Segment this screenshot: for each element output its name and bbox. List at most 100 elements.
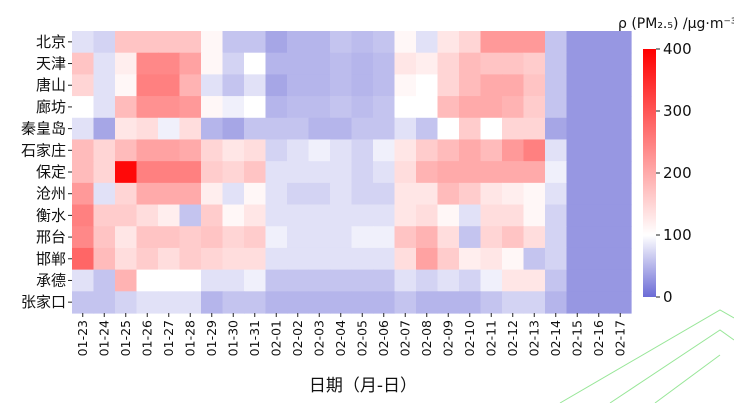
heatmap-cell xyxy=(566,204,589,227)
heatmap-cell xyxy=(588,247,611,271)
heatmap-cell xyxy=(136,52,159,75)
heatmap-cell xyxy=(330,204,353,227)
row-label: 邯郸 xyxy=(36,250,66,268)
heatmap-cell xyxy=(158,226,181,249)
column-label: 02-12 xyxy=(505,320,520,356)
column-label: 01-23 xyxy=(75,320,90,356)
heatmap-cell xyxy=(351,269,374,292)
heatmap-cell xyxy=(373,52,396,75)
heatmap-cell xyxy=(588,291,611,314)
heatmap-cells xyxy=(72,31,632,314)
heatmap-cell xyxy=(502,182,525,206)
heatmap-cell xyxy=(459,226,482,249)
heatmap-cell xyxy=(480,291,503,314)
heatmap-cell xyxy=(201,74,224,97)
heatmap-cell xyxy=(394,74,417,97)
heatmap-cell xyxy=(459,31,482,54)
heatmap-cell xyxy=(115,204,138,227)
heatmap-cell xyxy=(437,52,460,75)
heatmap-cell xyxy=(93,52,116,75)
heatmap-cell xyxy=(523,161,546,184)
row-label: 廊坊 xyxy=(36,98,66,116)
colorbar-tick-label: 100 xyxy=(663,226,692,244)
heatmap-cell xyxy=(72,182,95,206)
heatmap-cell xyxy=(265,269,288,292)
heatmap-cell xyxy=(459,96,482,119)
heatmap-cell xyxy=(609,96,632,119)
heatmap-cell xyxy=(545,31,568,54)
heatmap-cell xyxy=(566,291,589,314)
heatmap-cell xyxy=(201,139,224,162)
heatmap-cell xyxy=(545,226,568,249)
heatmap-cell xyxy=(459,182,482,206)
heatmap-cell xyxy=(609,117,632,141)
heatmap-cell xyxy=(287,247,310,271)
heatmap-cell xyxy=(588,182,611,206)
heatmap-cell xyxy=(72,52,95,75)
heatmap-cell xyxy=(480,96,503,119)
heatmap-cell xyxy=(222,226,245,249)
row-label: 石家庄 xyxy=(21,141,66,159)
heatmap-cell xyxy=(308,117,331,141)
column-label: 02-13 xyxy=(526,320,541,356)
heatmap-cell xyxy=(502,117,525,141)
heatmap-cell xyxy=(287,226,310,249)
heatmap-cell xyxy=(93,291,116,314)
heatmap-cell xyxy=(136,291,159,314)
heatmap-cell xyxy=(437,226,460,249)
heatmap-cell xyxy=(566,269,589,292)
heatmap-cell xyxy=(201,52,224,75)
heatmap-cell xyxy=(308,139,331,162)
heatmap-cell xyxy=(480,74,503,97)
heatmap-cell xyxy=(437,31,460,54)
heatmap-cell xyxy=(308,204,331,227)
heatmap-cell xyxy=(588,269,611,292)
row-label: 衡水 xyxy=(36,206,66,224)
heatmap-cell xyxy=(480,247,503,271)
heatmap-cell xyxy=(136,182,159,206)
column-label: 02-08 xyxy=(419,320,434,356)
heatmap-cell xyxy=(265,247,288,271)
heatmap-cell xyxy=(566,139,589,162)
heatmap-cell xyxy=(93,74,116,97)
heatmap-cell xyxy=(115,161,138,184)
heatmap-cell xyxy=(523,291,546,314)
heatmap-cell xyxy=(93,139,116,162)
heatmap-cell xyxy=(566,226,589,249)
heatmap-cell xyxy=(394,31,417,54)
heatmap-cell xyxy=(545,96,568,119)
heatmap-cell xyxy=(93,31,116,54)
heatmap-cell xyxy=(588,139,611,162)
heatmap-cell xyxy=(545,204,568,227)
heatmap-cell xyxy=(502,161,525,184)
heatmap-cell xyxy=(588,31,611,54)
heatmap-cell xyxy=(566,74,589,97)
column-labels: 01-23 01-24 01-25 01-26 01-27 01-28 01-29 01-30… xyxy=(75,313,627,356)
heatmap-cell xyxy=(115,117,138,141)
heatmap-cell xyxy=(72,204,95,227)
column-label: 02-09 xyxy=(440,320,455,356)
heatmap-cell xyxy=(545,291,568,314)
heatmap-cell xyxy=(502,269,525,292)
heatmap-cell xyxy=(179,204,202,227)
heatmap-cell xyxy=(416,31,439,54)
row-label: 张家口 xyxy=(21,293,66,311)
row-label: 北京 xyxy=(36,33,66,51)
heatmap-cell xyxy=(394,269,417,292)
heatmap-cell xyxy=(416,269,439,292)
heatmap-cell xyxy=(545,117,568,141)
heatmap-cell xyxy=(523,31,546,54)
heatmap-cell xyxy=(351,204,374,227)
heatmap-cell xyxy=(545,269,568,292)
heatmap-cell xyxy=(158,204,181,227)
heatmap-cell xyxy=(136,204,159,227)
heatmap-cell xyxy=(265,204,288,227)
heatmap-cell xyxy=(244,269,267,292)
heatmap-cell xyxy=(179,247,202,271)
heatmap-cell xyxy=(351,74,374,97)
heatmap-cell xyxy=(136,96,159,119)
heatmap-cell xyxy=(351,139,374,162)
heatmap-cell xyxy=(201,291,224,314)
heatmap-cell xyxy=(222,74,245,97)
